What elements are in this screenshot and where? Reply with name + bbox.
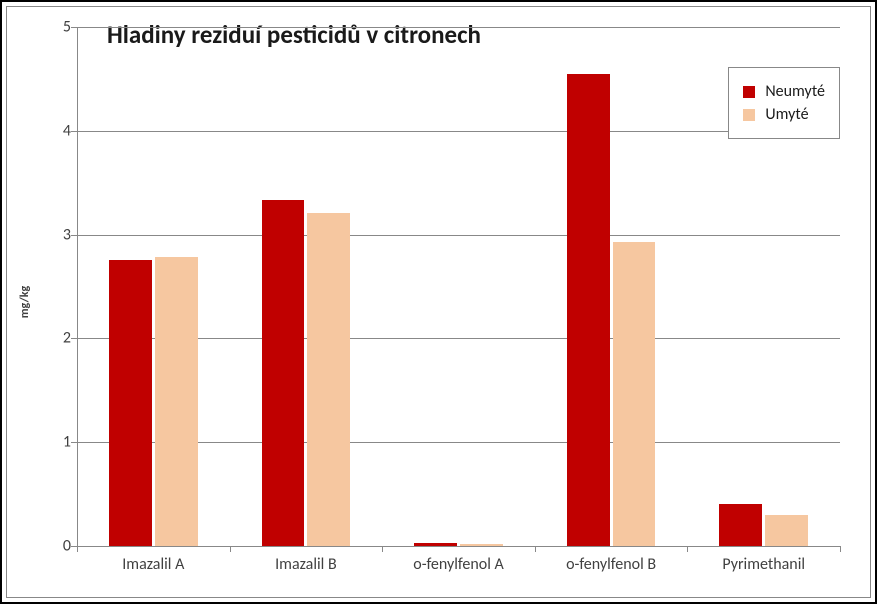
chart-outer-frame: Hladiny reziduí pesticidů v citronech mg… <box>0 0 877 604</box>
x-tick-mark <box>687 546 688 552</box>
bar <box>262 200 305 546</box>
bar <box>567 74 610 546</box>
plot-area: 012345Imazalil AImazalil Bo-fenylfenol A… <box>77 27 840 547</box>
x-tick-label: Pyrimethanil <box>722 555 805 574</box>
y-tick-label: 5 <box>51 18 71 37</box>
y-tick-mark <box>71 442 77 443</box>
bar <box>307 213 350 546</box>
legend-label: Neumyté <box>765 82 825 101</box>
y-tick-label: 0 <box>51 537 71 556</box>
legend-item: Umyté <box>743 105 825 124</box>
gridline <box>77 131 840 132</box>
bar <box>155 257 198 546</box>
y-tick-mark <box>71 338 77 339</box>
x-tick-mark <box>535 546 536 552</box>
legend: Neumyté Umyté <box>728 67 840 139</box>
bar <box>460 544 503 546</box>
chart-inner-frame: Hladiny reziduí pesticidů v citronech mg… <box>6 6 871 598</box>
y-tick-label: 4 <box>51 121 71 140</box>
x-tick-label: o-fenylfenol A <box>413 555 504 574</box>
x-tick-mark <box>382 546 383 552</box>
bar <box>414 543 457 546</box>
bar <box>613 242 656 546</box>
gridline <box>77 235 840 236</box>
gridline <box>77 27 840 28</box>
y-tick-mark <box>71 27 77 28</box>
x-tick-mark <box>230 546 231 552</box>
y-axis-line <box>77 27 78 546</box>
y-axis-title: mg/kg <box>18 286 32 318</box>
legend-swatch <box>743 109 755 121</box>
legend-swatch <box>743 86 755 98</box>
y-tick-mark <box>71 131 77 132</box>
x-tick-label: o-fenylfenol B <box>566 555 656 574</box>
legend-item: Neumyté <box>743 82 825 101</box>
x-tick-label: Imazalil A <box>122 555 184 574</box>
y-tick-mark <box>71 235 77 236</box>
legend-label: Umyté <box>765 105 808 124</box>
x-tick-mark <box>77 546 78 552</box>
x-tick-label: Imazalil B <box>275 555 337 574</box>
x-tick-mark <box>840 546 841 552</box>
bar <box>719 504 762 546</box>
bar <box>109 260 152 546</box>
y-tick-label: 2 <box>51 329 71 348</box>
y-tick-label: 3 <box>51 225 71 244</box>
y-tick-label: 1 <box>51 433 71 452</box>
bar <box>765 515 808 546</box>
